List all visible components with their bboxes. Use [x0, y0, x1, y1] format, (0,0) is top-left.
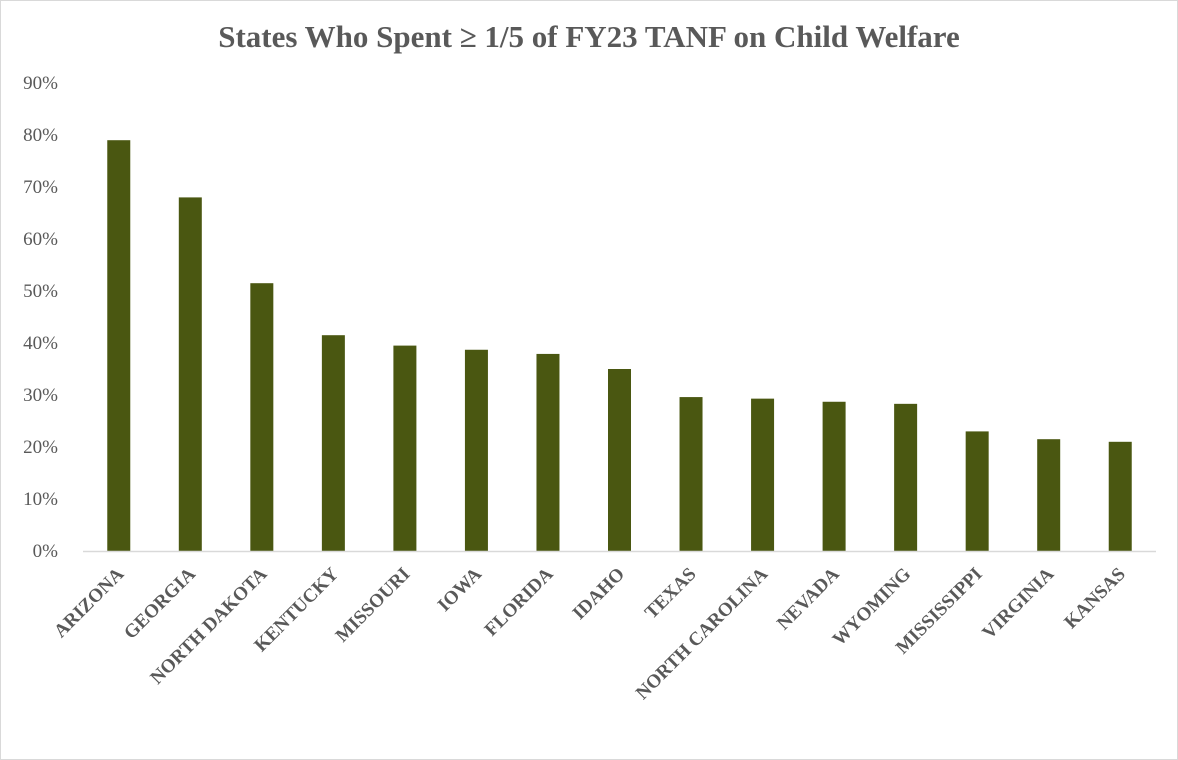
y-tick-label: 20% [23, 437, 58, 458]
y-tick-label: 30% [23, 385, 58, 406]
x-tick-label: IDAHO [569, 564, 629, 624]
bar [751, 398, 775, 551]
x-tick-label: MISSOURI [332, 564, 415, 647]
x-tick-label: NORTH CAROLINA [632, 563, 772, 703]
bar [464, 349, 488, 551]
bar [393, 345, 417, 551]
y-tick-label: 80% [23, 125, 58, 146]
bar [178, 197, 202, 551]
chart-title: States Who Spent ≥ 1/5 of FY23 TANF on C… [218, 19, 960, 54]
bar [107, 140, 131, 551]
bar [822, 401, 846, 551]
x-tick-label: NEVADA [773, 563, 844, 634]
x-tick-label: VIRGINIA [978, 563, 1058, 643]
y-tick-label: 50% [23, 281, 58, 302]
bar [1037, 439, 1061, 551]
bar [1108, 441, 1132, 551]
bar [965, 431, 989, 551]
y-tick-label: 40% [23, 333, 58, 354]
bar [536, 353, 560, 551]
x-tick-label: KANSAS [1060, 564, 1129, 633]
x-tick-label: FLORIDA [481, 563, 558, 640]
x-tick-label: TEXAS [641, 564, 701, 624]
y-tick-label: 90% [23, 73, 58, 94]
x-tick-label: ARIZONA [50, 563, 128, 641]
bar [608, 369, 631, 551]
y-tick-label: 0% [33, 541, 59, 562]
bar [894, 403, 918, 551]
bar [250, 283, 274, 551]
bar [321, 335, 345, 551]
bar [679, 397, 703, 551]
y-tick-label: 70% [23, 177, 58, 198]
x-tick-label: IOWA [434, 563, 486, 615]
y-tick-label: 10% [23, 489, 58, 510]
y-tick-label: 60% [23, 229, 58, 250]
